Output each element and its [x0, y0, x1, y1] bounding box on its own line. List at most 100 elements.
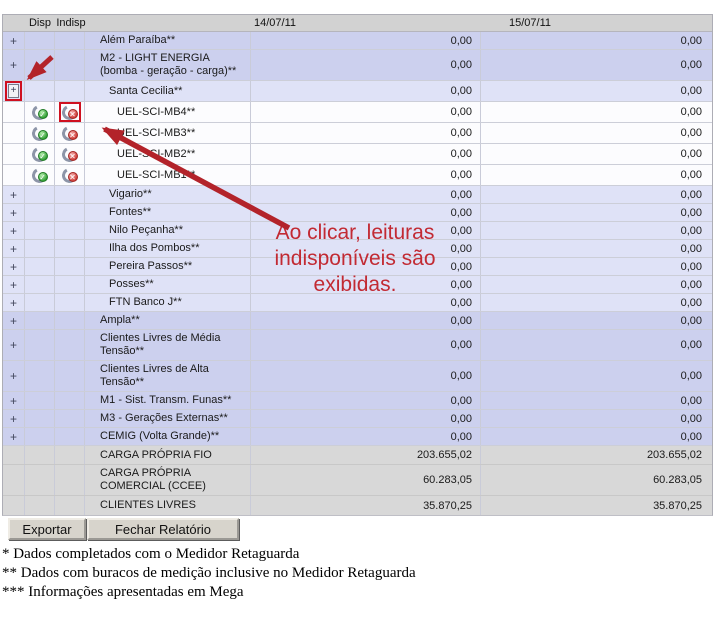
row-name: Nilo Peçanha**: [85, 222, 251, 239]
expand-button[interactable]: +: [8, 84, 19, 98]
expand-button[interactable]: +: [9, 259, 17, 274]
value-date-1: 0,00: [251, 361, 481, 391]
expand-cell: +: [3, 312, 25, 329]
row-name: Clientes Livres de Média Tensão**: [85, 330, 251, 360]
close-report-button[interactable]: Fechar Relatório: [87, 518, 239, 540]
value-date-1: 0,00: [251, 258, 481, 275]
table-row: + Vigario** 0,00 0,00: [3, 186, 712, 204]
expand-button[interactable]: +: [9, 295, 17, 310]
expand-cell: [3, 123, 25, 143]
expand-cell: +: [3, 81, 25, 101]
value-date-2: 35.870,25: [653, 499, 702, 512]
table-row: + Posses** 0,00 0,00: [3, 276, 712, 294]
value-date-2: 0,00: [680, 260, 702, 273]
expand-button[interactable]: +: [9, 205, 17, 220]
value-date-1: 0,00: [251, 276, 481, 293]
indisp-cell: [55, 410, 85, 427]
expand-button[interactable]: +: [9, 369, 17, 383]
indisp-cell: [55, 186, 85, 203]
value-date-2: 0,00: [680, 314, 702, 327]
table-row: ✓ ✕ UEL-SCI-MB4** 0,00 0,00: [3, 102, 712, 123]
expand-cell: +: [3, 410, 25, 427]
expand-button[interactable]: +: [9, 33, 17, 48]
indisp-cell: ✕: [55, 123, 85, 143]
table-row: + Clientes Livres de Alta Tensão** 0,00 0,0…: [3, 361, 712, 392]
expand-cell: +: [3, 392, 25, 409]
expand-button[interactable]: +: [9, 313, 17, 328]
table-row: CARGA PRÓPRIA FIO 203.655,02 203.655,02: [3, 446, 712, 465]
value-date-2: 0,00: [680, 34, 702, 47]
expand-cell: +: [3, 240, 25, 257]
indisp-cell: [55, 428, 85, 445]
indisp-cell: [55, 258, 85, 275]
disp-cell: [25, 330, 55, 360]
row-name: Posses**: [85, 276, 251, 293]
expand-button[interactable]: +: [9, 187, 17, 202]
indisp-cell: [55, 392, 85, 409]
expand-button[interactable]: +: [9, 429, 17, 444]
row-name: CARGA PRÓPRIA COMERCIAL (CCEE): [85, 465, 251, 495]
row-name: M3 - Gerações Externas**: [85, 410, 251, 427]
value-date-1: 0,00: [251, 123, 481, 143]
expand-cell: +: [3, 32, 25, 49]
unavailable-icon[interactable]: ✕: [62, 126, 78, 140]
export-button[interactable]: Exportar: [8, 518, 86, 540]
value-date-2: 0,00: [680, 339, 702, 351]
value-date-1: 0,00: [251, 144, 481, 164]
value-date-1: 0,00: [251, 312, 481, 329]
unavailable-icon[interactable]: ✕: [62, 147, 78, 161]
value-date-2: 0,00: [680, 85, 702, 97]
value-date-1: 0,00: [251, 102, 481, 122]
annotation-text: Ao clicar, leituras indisponíveis são ex…: [274, 221, 436, 296]
value-date-2: 0,00: [680, 106, 702, 118]
indisp-cell: ✕: [55, 144, 85, 164]
value-date-1: 0,00: [251, 81, 481, 101]
table-row: CARGA PRÓPRIA COMERCIAL (CCEE) 60.283,05 6…: [3, 465, 712, 496]
unavailable-icon[interactable]: ✕: [62, 168, 78, 182]
value-date-2: 0,00: [680, 148, 702, 160]
table-row: + Santa Cecilia** 0,00 0,00: [3, 81, 712, 102]
expand-button[interactable]: +: [9, 223, 17, 238]
indisp-cell: [55, 204, 85, 221]
value-date-1: 0,00: [251, 222, 481, 239]
value-date-2: 0,00: [680, 188, 702, 201]
table-row: + CEMIG (Volta Grande)** 0,00 0,00: [3, 428, 712, 446]
expand-cell: [3, 144, 25, 164]
indisp-cell: [55, 330, 85, 360]
column-header-indisp: Indisp: [56, 17, 86, 29]
expand-cell: +: [3, 428, 25, 445]
disp-cell: [25, 204, 55, 221]
value-date-1: 0,00: [251, 392, 481, 409]
available-icon[interactable]: ✓: [32, 147, 48, 161]
expand-button[interactable]: +: [9, 393, 17, 408]
expand-button[interactable]: +: [9, 58, 17, 72]
expand-button[interactable]: +: [9, 241, 17, 256]
expand-button[interactable]: +: [9, 411, 17, 426]
value-date-1: 0,00: [251, 32, 481, 49]
expand-button[interactable]: +: [9, 338, 17, 352]
available-icon[interactable]: ✓: [32, 168, 48, 182]
table-row: + Além Paraíba** 0,00 0,00: [3, 32, 712, 50]
column-header-date-2: 15/07/11: [509, 17, 552, 29]
expand-cell: +: [3, 204, 25, 221]
footnote-1: * Dados completados com o Medidor Retagu…: [2, 546, 300, 562]
disp-cell: [25, 446, 55, 464]
expand-button[interactable]: +: [9, 277, 17, 292]
unavailable-icon[interactable]: ✕: [62, 105, 78, 119]
expand-cell: +: [3, 294, 25, 311]
indisp-cell: [55, 496, 85, 515]
value-date-1: 35.870,25: [251, 496, 481, 515]
disp-cell: [25, 50, 55, 80]
indisp-cell: ✕: [55, 165, 85, 185]
table-row: ✓ ✕ UEL-SCI-MB3** 0,00 0,00: [3, 123, 712, 144]
disp-cell: [25, 240, 55, 257]
disp-cell: [25, 222, 55, 239]
available-icon[interactable]: ✓: [32, 126, 48, 140]
action-button-row: Exportar Fechar Relatório: [8, 518, 239, 540]
row-name: Clientes Livres de Alta Tensão**: [85, 361, 251, 391]
available-icon[interactable]: ✓: [32, 105, 48, 119]
indisp-cell: [55, 50, 85, 80]
value-date-2: 0,00: [680, 278, 702, 291]
disp-cell: ✓: [25, 123, 55, 143]
